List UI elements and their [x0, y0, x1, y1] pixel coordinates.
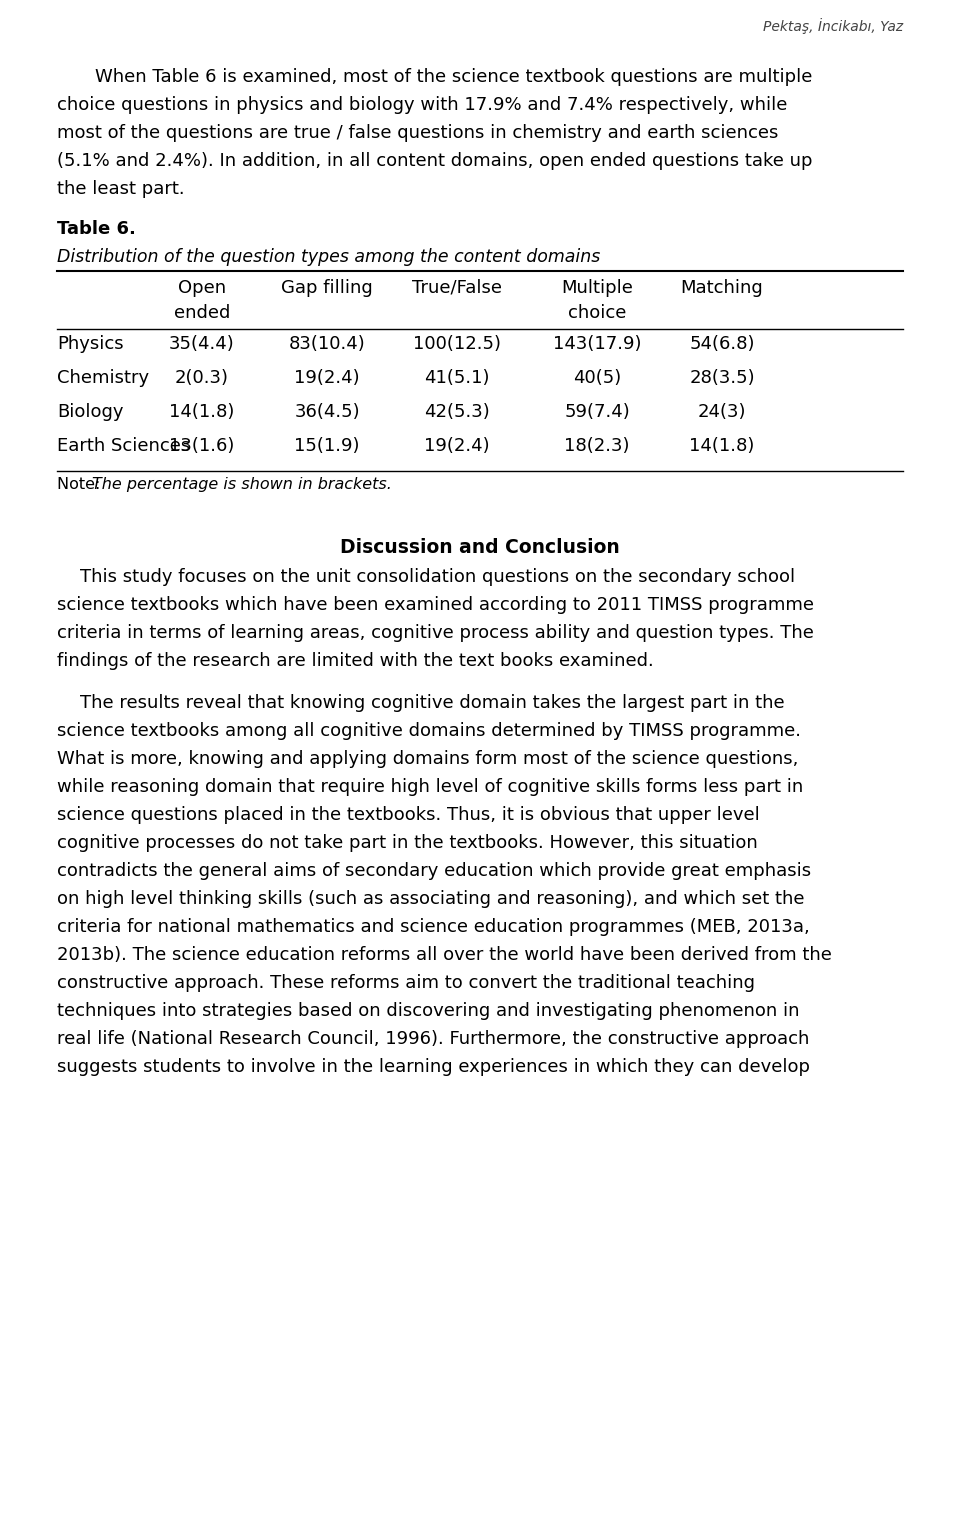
Text: Open: Open [178, 278, 226, 297]
Text: 36(4.5): 36(4.5) [294, 403, 360, 421]
Text: science questions placed in the textbooks. Thus, it is obvious that upper level: science questions placed in the textbook… [57, 806, 759, 824]
Text: 15(1.9): 15(1.9) [295, 437, 360, 455]
Text: Note:: Note: [57, 478, 106, 491]
Text: suggests students to involve in the learning experiences in which they can devel: suggests students to involve in the lear… [57, 1059, 810, 1075]
Text: 83(10.4): 83(10.4) [289, 335, 366, 353]
Text: criteria in terms of learning areas, cognitive process ability and question type: criteria in terms of learning areas, cog… [57, 624, 814, 642]
Text: constructive approach. These reforms aim to convert the traditional teaching: constructive approach. These reforms aim… [57, 973, 755, 992]
Text: Matching: Matching [681, 278, 763, 297]
Text: science textbooks which have been examined according to 2011 TIMSS programme: science textbooks which have been examin… [57, 596, 814, 614]
Text: 19(2.4): 19(2.4) [294, 370, 360, 386]
Text: This study focuses on the unit consolidation questions on the secondary school: This study focuses on the unit consolida… [57, 567, 795, 586]
Text: while reasoning domain that require high level of cognitive skills forms less pa: while reasoning domain that require high… [57, 779, 804, 795]
Text: 54(6.8): 54(6.8) [689, 335, 755, 353]
Text: Multiple: Multiple [561, 278, 633, 297]
Text: most of the questions are true / false questions in chemistry and earth sciences: most of the questions are true / false q… [57, 125, 779, 141]
Text: Pektaş, İncikabı, Yaz: Pektaş, İncikabı, Yaz [763, 18, 903, 33]
Text: Earth Sciences: Earth Sciences [57, 437, 190, 455]
Text: real life (National Research Council, 1996). Furthermore, the constructive appro: real life (National Research Council, 19… [57, 1030, 809, 1048]
Text: (5.1% and 2.4%). In addition, in all content domains, open ended questions take : (5.1% and 2.4%). In addition, in all con… [57, 152, 812, 170]
Text: Biology: Biology [57, 403, 124, 421]
Text: the least part.: the least part. [57, 179, 184, 198]
Text: 13(1.6): 13(1.6) [169, 437, 234, 455]
Text: 24(3): 24(3) [698, 403, 746, 421]
Text: 14(1.8): 14(1.8) [689, 437, 755, 455]
Text: choice questions in physics and biology with 17.9% and 7.4% respectively, while: choice questions in physics and biology … [57, 96, 787, 114]
Text: ended: ended [174, 304, 230, 322]
Text: When Table 6 is examined, most of the science textbook questions are multiple: When Table 6 is examined, most of the sc… [95, 68, 812, 87]
Text: 59(7.4): 59(7.4) [564, 403, 630, 421]
Text: What is more, knowing and applying domains form most of the science questions,: What is more, knowing and applying domai… [57, 750, 799, 768]
Text: cognitive processes do not take part in the textbooks. However, this situation: cognitive processes do not take part in … [57, 834, 757, 852]
Text: Chemistry: Chemistry [57, 370, 149, 386]
Text: Gap filling: Gap filling [281, 278, 372, 297]
Text: 28(3.5): 28(3.5) [689, 370, 755, 386]
Text: findings of the research are limited with the text books examined.: findings of the research are limited wit… [57, 653, 654, 669]
Text: 2013b). The science education reforms all over the world have been derived from : 2013b). The science education reforms al… [57, 946, 832, 964]
Text: 42(5.3): 42(5.3) [424, 403, 490, 421]
Text: criteria for national mathematics and science education programmes (MEB, 2013a,: criteria for national mathematics and sc… [57, 919, 809, 935]
Text: 40(5): 40(5) [573, 370, 621, 386]
Text: 14(1.8): 14(1.8) [169, 403, 234, 421]
Text: choice: choice [567, 304, 626, 322]
Text: 18(2.3): 18(2.3) [564, 437, 630, 455]
Text: 41(5.1): 41(5.1) [424, 370, 490, 386]
Text: Discussion and Conclusion: Discussion and Conclusion [340, 538, 620, 557]
Text: contradicts the general aims of secondary education which provide great emphasis: contradicts the general aims of secondar… [57, 862, 811, 881]
Text: 35(4.4): 35(4.4) [169, 335, 235, 353]
Text: 19(2.4): 19(2.4) [424, 437, 490, 455]
Text: 100(12.5): 100(12.5) [413, 335, 501, 353]
Text: 2(0.3): 2(0.3) [175, 370, 229, 386]
Text: True/False: True/False [412, 278, 502, 297]
Text: Table 6.: Table 6. [57, 221, 136, 237]
Text: The percentage is shown in brackets.: The percentage is shown in brackets. [92, 478, 392, 491]
Text: Physics: Physics [57, 335, 124, 353]
Text: The results reveal that knowing cognitive domain takes the largest part in the: The results reveal that knowing cognitiv… [57, 694, 784, 712]
Text: science textbooks among all cognitive domains determined by TIMSS programme.: science textbooks among all cognitive do… [57, 722, 801, 741]
Text: Distribution of the question types among the content domains: Distribution of the question types among… [57, 248, 600, 266]
Text: techniques into strategies based on discovering and investigating phenomenon in: techniques into strategies based on disc… [57, 1002, 800, 1021]
Text: 143(17.9): 143(17.9) [553, 335, 641, 353]
Text: on high level thinking skills (such as associating and reasoning), and which set: on high level thinking skills (such as a… [57, 890, 804, 908]
